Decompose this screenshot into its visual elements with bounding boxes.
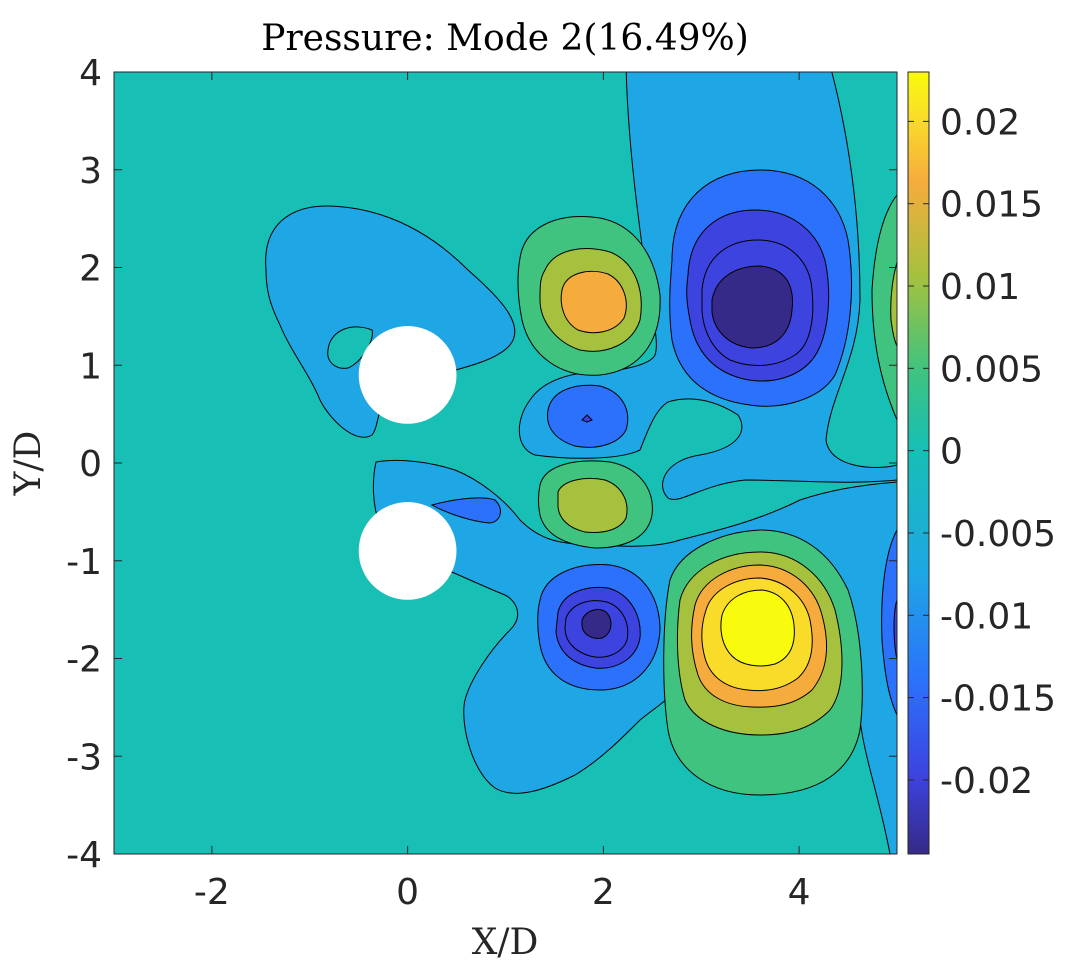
colorbar-tick-label: 0.02 <box>940 102 1020 143</box>
contour-middle-negative-blob <box>547 384 629 448</box>
y-tick-label: 2 <box>79 249 102 290</box>
y-tick-label: 3 <box>79 151 102 192</box>
colorbar-tick-label: -0.02 <box>940 761 1033 802</box>
y-tick-label: -2 <box>66 640 102 681</box>
chart-title: Pressure: Mode 2(16.49%) <box>261 18 749 59</box>
cylinder-upper <box>358 326 457 424</box>
y-tick-label: -3 <box>66 737 102 778</box>
contour-small-negative-patch <box>430 497 501 524</box>
colorbar-tick-label: 0.01 <box>940 267 1020 308</box>
colorbar-tick-label: 0.015 <box>940 185 1043 226</box>
y-axis-label: Y/D <box>8 431 49 497</box>
x-tick-label: -2 <box>194 872 230 913</box>
colorbar-tick-label: -0.005 <box>940 514 1056 555</box>
contour-lower-negative-vortex <box>537 564 661 691</box>
x-tick-label: 4 <box>788 872 811 913</box>
x-tick-label: 2 <box>592 872 615 913</box>
colorbar <box>907 71 930 855</box>
x-tick-label: 0 <box>396 872 419 913</box>
y-tick-label: 1 <box>79 346 102 387</box>
y-tick-label: 0 <box>79 444 102 485</box>
y-tick-label: 4 <box>79 53 102 94</box>
y-tick-label: -4 <box>66 835 102 876</box>
cylinder-lower <box>358 502 457 600</box>
colorbar-tick-label: 0.005 <box>940 349 1043 390</box>
contour-field <box>114 72 897 854</box>
colorbar-tick-label: -0.015 <box>940 679 1056 720</box>
y-tick-label: -1 <box>66 542 102 583</box>
contour-right-edge-upper-blob <box>871 194 897 421</box>
contour-upper-positive-blob <box>517 216 661 376</box>
colorbar-ticks: 0.02 0.015 0.01 0.005 0 -0.005 -0.01 -0.015 -0.0… <box>908 102 1056 802</box>
axis-ticks: -2 0 2 4 -4 -3 -2 -1 0 1 2 3 4 <box>66 53 897 913</box>
colorbar-tick-label: 0 <box>940 432 963 473</box>
contour-middle-positive-blob <box>538 460 653 549</box>
contour-lower-positive-vortex <box>663 529 863 796</box>
contour-right-edge-lower-blob <box>881 529 897 716</box>
contour-upper-negative-vortex <box>669 169 853 407</box>
colorbar-tick-label: -0.01 <box>940 596 1033 637</box>
x-axis-label: X/D <box>472 922 539 963</box>
